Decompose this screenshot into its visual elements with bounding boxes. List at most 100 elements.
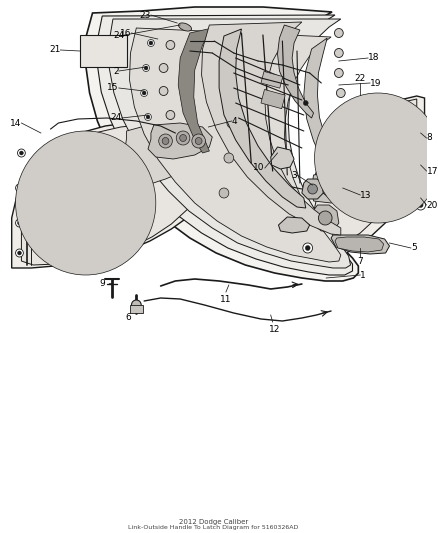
- Polygon shape: [302, 179, 323, 199]
- Ellipse shape: [416, 200, 426, 210]
- Polygon shape: [331, 235, 389, 254]
- Ellipse shape: [324, 103, 431, 213]
- Ellipse shape: [16, 219, 23, 227]
- Text: 2: 2: [113, 67, 119, 76]
- Polygon shape: [12, 121, 236, 268]
- Ellipse shape: [195, 138, 202, 144]
- Text: 6: 6: [126, 313, 131, 322]
- Ellipse shape: [335, 28, 343, 37]
- Ellipse shape: [37, 153, 134, 253]
- Polygon shape: [86, 7, 358, 281]
- Ellipse shape: [305, 246, 310, 251]
- Ellipse shape: [18, 149, 25, 157]
- Ellipse shape: [166, 41, 175, 50]
- Ellipse shape: [18, 186, 21, 190]
- Polygon shape: [201, 22, 341, 235]
- Ellipse shape: [418, 150, 424, 156]
- Polygon shape: [279, 217, 310, 233]
- Polygon shape: [311, 99, 417, 257]
- Ellipse shape: [418, 203, 423, 207]
- Polygon shape: [21, 124, 217, 265]
- Text: 19: 19: [370, 78, 381, 87]
- Ellipse shape: [416, 139, 426, 147]
- Ellipse shape: [415, 119, 427, 131]
- Bar: [130, 305, 143, 313]
- Text: 20: 20: [427, 200, 438, 209]
- Ellipse shape: [19, 151, 23, 155]
- Text: 15: 15: [107, 84, 119, 93]
- Polygon shape: [130, 28, 341, 262]
- Polygon shape: [302, 96, 424, 263]
- Ellipse shape: [16, 184, 23, 192]
- Text: 1: 1: [360, 271, 366, 279]
- Ellipse shape: [335, 49, 343, 58]
- Polygon shape: [219, 29, 306, 208]
- Ellipse shape: [166, 110, 175, 119]
- Ellipse shape: [304, 101, 308, 106]
- Ellipse shape: [159, 86, 168, 95]
- Text: 22: 22: [355, 74, 366, 83]
- Text: 13: 13: [360, 190, 372, 199]
- Ellipse shape: [301, 98, 311, 108]
- Polygon shape: [148, 123, 212, 159]
- Ellipse shape: [149, 41, 153, 45]
- Text: 16: 16: [120, 28, 131, 37]
- Ellipse shape: [416, 160, 426, 170]
- Bar: [80, 35, 127, 67]
- Polygon shape: [278, 25, 314, 118]
- Text: 23: 23: [140, 11, 151, 20]
- Text: 3: 3: [291, 171, 297, 180]
- Text: 9: 9: [99, 279, 105, 287]
- Ellipse shape: [335, 69, 343, 77]
- Ellipse shape: [336, 115, 420, 201]
- Ellipse shape: [18, 221, 21, 225]
- Ellipse shape: [162, 138, 169, 144]
- Ellipse shape: [318, 211, 332, 225]
- Polygon shape: [271, 147, 294, 169]
- Text: 24: 24: [110, 114, 122, 123]
- Ellipse shape: [148, 39, 154, 46]
- Text: 14: 14: [10, 118, 21, 127]
- Text: 17: 17: [427, 166, 438, 175]
- Polygon shape: [311, 205, 339, 231]
- Ellipse shape: [418, 163, 423, 167]
- Text: 10: 10: [253, 164, 265, 173]
- Polygon shape: [113, 125, 214, 189]
- Text: 18: 18: [368, 53, 380, 62]
- Ellipse shape: [52, 168, 120, 238]
- Ellipse shape: [192, 134, 205, 148]
- Polygon shape: [109, 19, 350, 268]
- Ellipse shape: [416, 120, 426, 130]
- Ellipse shape: [224, 153, 234, 163]
- Text: 8: 8: [427, 133, 432, 142]
- Text: 11: 11: [220, 295, 232, 304]
- Bar: [261, 71, 283, 88]
- Ellipse shape: [227, 118, 237, 128]
- Ellipse shape: [342, 190, 349, 197]
- Polygon shape: [304, 38, 331, 171]
- Ellipse shape: [142, 91, 146, 95]
- Ellipse shape: [18, 251, 21, 255]
- Ellipse shape: [146, 115, 150, 119]
- Ellipse shape: [143, 64, 149, 71]
- Bar: [261, 90, 285, 109]
- Ellipse shape: [308, 184, 318, 194]
- Ellipse shape: [131, 300, 141, 310]
- Ellipse shape: [418, 123, 423, 127]
- Ellipse shape: [159, 63, 168, 72]
- Ellipse shape: [418, 122, 424, 128]
- Polygon shape: [335, 237, 384, 252]
- Text: 5: 5: [411, 244, 417, 253]
- Text: 12: 12: [269, 325, 280, 334]
- Ellipse shape: [159, 134, 172, 148]
- Text: 2012 Dodge Caliber: 2012 Dodge Caliber: [179, 519, 248, 525]
- Ellipse shape: [180, 134, 187, 141]
- Ellipse shape: [66, 183, 105, 223]
- Ellipse shape: [219, 188, 229, 198]
- Text: 4: 4: [232, 117, 237, 125]
- Ellipse shape: [145, 114, 152, 120]
- Ellipse shape: [144, 66, 148, 70]
- Text: 7: 7: [357, 257, 363, 266]
- Ellipse shape: [314, 93, 438, 223]
- Ellipse shape: [415, 147, 427, 159]
